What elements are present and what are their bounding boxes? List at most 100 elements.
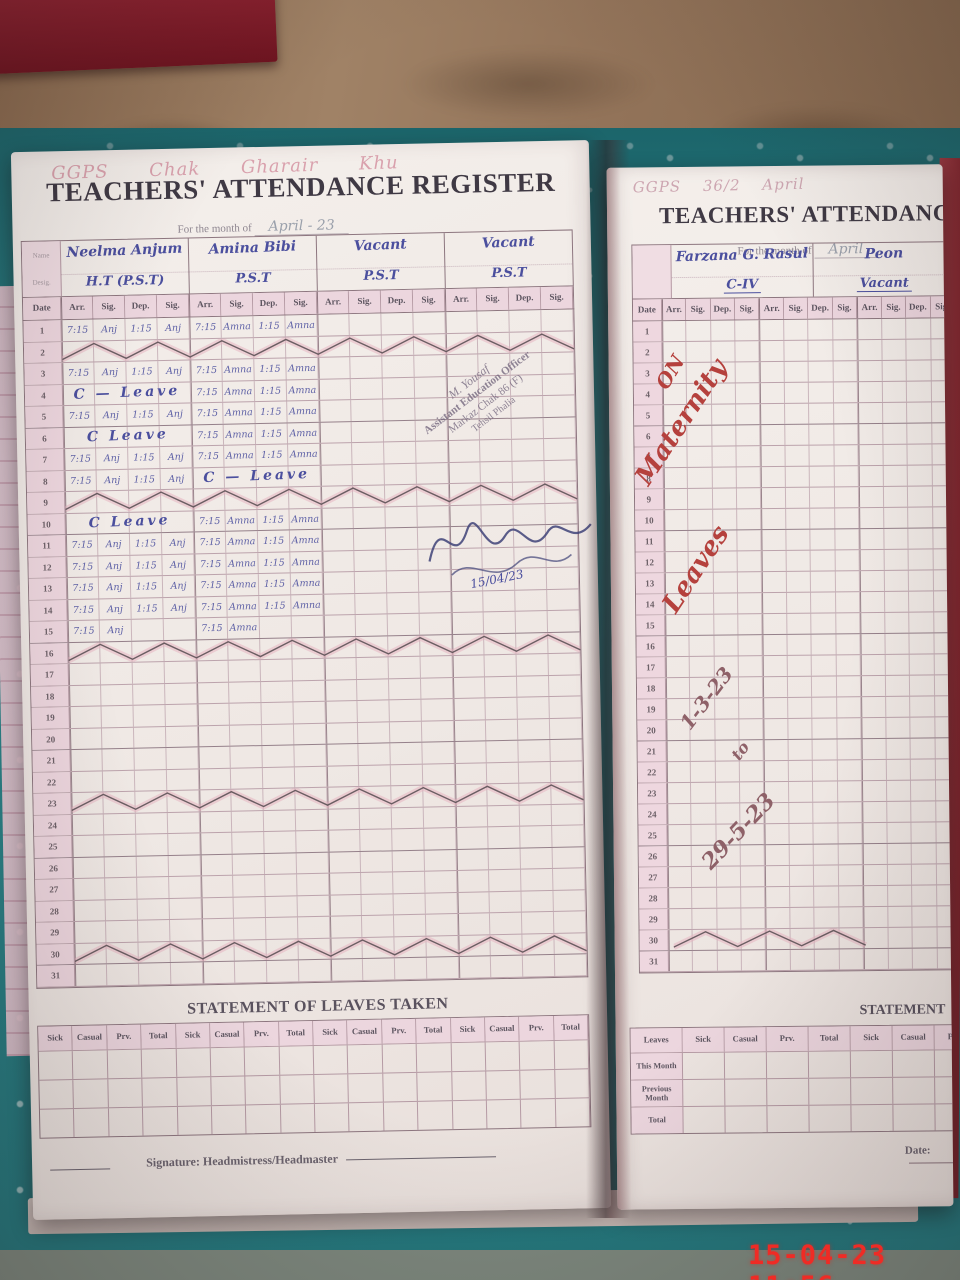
attendance-cell xyxy=(298,938,331,960)
statement-cell xyxy=(73,1050,109,1080)
attendance-cell xyxy=(69,684,102,707)
attendance-cell xyxy=(125,339,159,361)
attendance-cell xyxy=(426,935,459,957)
attendance-cell xyxy=(165,725,199,748)
attendance-cell xyxy=(197,703,230,725)
attendance-cell xyxy=(100,662,134,684)
attendance-cell xyxy=(164,639,197,662)
attendance-cell xyxy=(737,572,763,593)
attendance-cell xyxy=(717,929,742,950)
attendance-cell xyxy=(201,875,234,897)
statement-cell xyxy=(417,1072,453,1101)
attendance-cell xyxy=(167,790,200,812)
staff-designation-text: Vacant xyxy=(856,275,912,292)
attendance-cell: Anj xyxy=(99,619,133,641)
staff-designation: Vacant xyxy=(813,273,954,297)
attendance-cell xyxy=(157,338,191,361)
attendance-cell xyxy=(264,831,297,853)
attendance-cell xyxy=(361,893,394,915)
attendance-cell xyxy=(329,894,362,916)
attendance-cell xyxy=(298,959,332,981)
attendance-cell xyxy=(741,908,766,929)
staff-name: Peon xyxy=(864,245,904,263)
attendance-cell xyxy=(382,377,416,399)
attendance-cell xyxy=(385,506,418,528)
attendance-cell xyxy=(326,744,359,766)
attendance-cell xyxy=(862,843,888,865)
attendance-cell xyxy=(761,508,787,530)
attendance-cell xyxy=(692,929,718,950)
attendance-cell xyxy=(293,701,326,723)
attendance-cell xyxy=(128,490,162,512)
date-cell: 18 xyxy=(31,685,70,707)
attendance-cell xyxy=(351,420,385,443)
attendance-cell xyxy=(452,633,485,656)
attendance-cell xyxy=(516,654,549,676)
attendance-cell xyxy=(445,311,478,333)
attendance-cell xyxy=(857,339,883,361)
subheader-cell: Sig. xyxy=(783,297,809,319)
attendance-cell: 1:15 xyxy=(255,422,289,445)
attendance-cell xyxy=(420,677,454,699)
date-cell: 11 xyxy=(635,531,665,552)
attendance-cell xyxy=(394,957,428,979)
statement-cell xyxy=(683,1079,726,1107)
attendance-cell xyxy=(262,745,295,767)
attendance-cell xyxy=(389,721,423,743)
signature-rule xyxy=(345,1155,496,1161)
attendance-cell xyxy=(327,808,361,830)
statement-cell xyxy=(934,1049,954,1077)
attendance-cell xyxy=(788,760,814,781)
statement-header-cell: Prv. xyxy=(244,1021,280,1047)
attendance-cell xyxy=(788,718,813,739)
attendance-cell: 7:15 xyxy=(67,620,101,642)
date-cell: 17 xyxy=(30,664,70,686)
signature-line-label: Signature: Headmistress/Headmaster xyxy=(145,1151,339,1170)
attendance-cell xyxy=(452,655,485,677)
attendance-cell xyxy=(857,381,883,403)
attendance-cell xyxy=(667,908,693,930)
attendance-cell xyxy=(761,529,787,551)
statement-cell xyxy=(416,1043,452,1072)
attendance-cell: Anj xyxy=(93,318,126,340)
attendance-cell xyxy=(809,424,835,445)
date-cell: 24 xyxy=(33,814,73,836)
attendance-cell xyxy=(837,781,863,802)
statement-cell xyxy=(935,1076,954,1104)
date-label: Date: xyxy=(904,1144,931,1157)
attendance-cell xyxy=(259,616,293,638)
attendance-cell: 1:15 xyxy=(255,401,288,423)
attendance-cell xyxy=(711,404,737,425)
attendance-cell: 7:15 xyxy=(192,445,225,467)
date-cell: 23 xyxy=(638,783,667,804)
attendance-cell xyxy=(809,445,835,466)
attendance-cell xyxy=(686,320,711,341)
attendance-cell xyxy=(350,356,383,378)
attendance-cell xyxy=(784,361,810,382)
statement-cell xyxy=(107,1049,143,1079)
attendance-cell xyxy=(356,635,389,658)
attendance-cell xyxy=(836,613,861,634)
attendance-cell xyxy=(712,446,737,467)
attendance-cell xyxy=(666,803,692,825)
attendance-cell xyxy=(668,929,693,951)
attendance-cell xyxy=(512,460,545,482)
attendance-cell: Anj xyxy=(158,360,191,382)
attendance-cell xyxy=(101,705,134,727)
attendance-cell xyxy=(860,633,886,655)
statement-row-label: Previous Month xyxy=(631,1080,684,1107)
attendance-cell xyxy=(712,488,738,509)
attendance-cell xyxy=(105,899,138,921)
attendance-cell xyxy=(262,766,296,789)
statement-header-cell: Casual xyxy=(892,1025,935,1050)
attendance-cell xyxy=(886,738,911,759)
attendance-cell xyxy=(231,789,264,811)
staff-column-group: Farzana G. Rasul C-IV xyxy=(671,243,814,299)
attendance-cell xyxy=(765,928,791,950)
attendance-cell xyxy=(759,361,785,383)
attendance-cell xyxy=(318,378,352,400)
right-name-groups: Farzana G. Rasul C-IV Peon Vacant xyxy=(671,242,954,299)
statement-cell xyxy=(554,1069,590,1098)
attendance-cell xyxy=(297,873,330,895)
attendance-cell: 7:15 xyxy=(190,381,224,403)
